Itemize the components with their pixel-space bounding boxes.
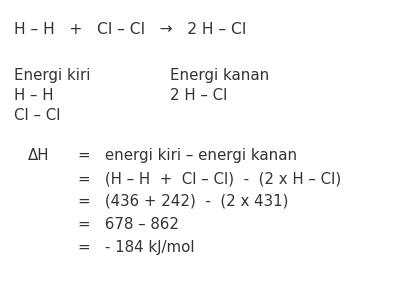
Text: Cl – Cl: Cl – Cl bbox=[14, 108, 60, 123]
Text: H – H: H – H bbox=[14, 88, 54, 103]
Text: 2 H – Cl: 2 H – Cl bbox=[170, 88, 227, 103]
Text: =   (436 + 242)  -  (2 x 431): = (436 + 242) - (2 x 431) bbox=[78, 194, 288, 209]
Text: ΔH: ΔH bbox=[28, 148, 50, 163]
Text: =   energi kiri – energi kanan: = energi kiri – energi kanan bbox=[78, 148, 297, 163]
Text: Energi kanan: Energi kanan bbox=[170, 68, 269, 83]
Text: H – H   +   Cl – Cl   →   2 H – Cl: H – H + Cl – Cl → 2 H – Cl bbox=[14, 22, 246, 37]
Text: =   678 – 862: = 678 – 862 bbox=[78, 217, 179, 232]
Text: =   - 184 kJ/mol: = - 184 kJ/mol bbox=[78, 240, 195, 255]
Text: Energi kiri: Energi kiri bbox=[14, 68, 90, 83]
Text: =   (H – H  +  Cl – Cl)  -  (2 x H – Cl): = (H – H + Cl – Cl) - (2 x H – Cl) bbox=[78, 171, 341, 186]
